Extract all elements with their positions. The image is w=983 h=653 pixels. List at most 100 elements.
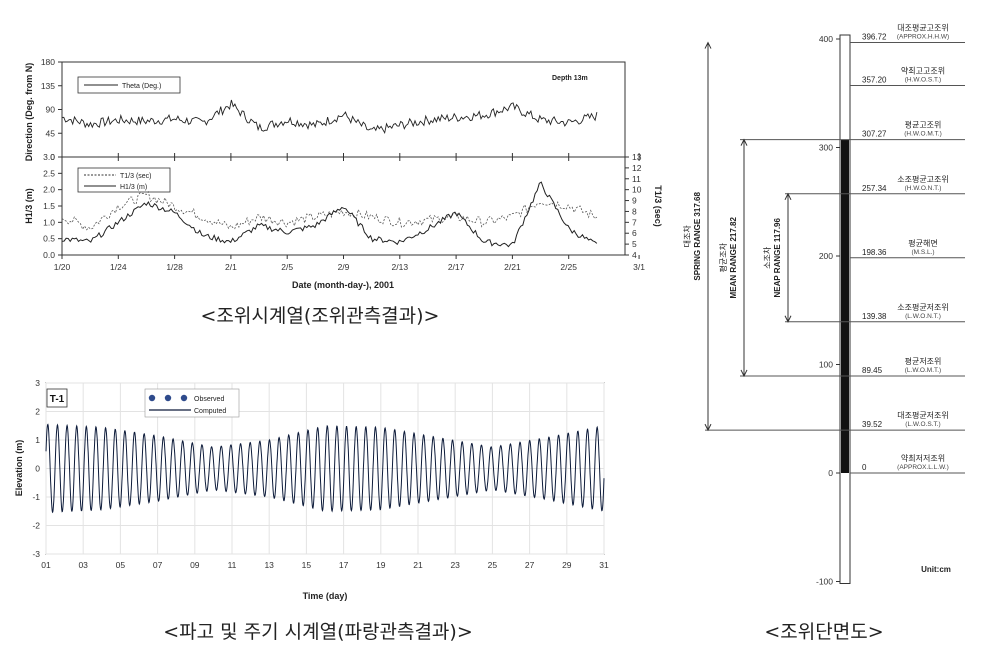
time-x-tick-label: 01 <box>41 560 51 570</box>
computed-legend-label: Computed <box>194 408 226 415</box>
date-x-tick-label: 1/20 <box>54 262 71 272</box>
tide-level-value: 307.27 <box>862 130 887 139</box>
time-x-label: Time (day) <box>303 591 348 601</box>
time-x-tick-label: 15 <box>302 560 312 570</box>
tide-level-name: 대조평균저조위 <box>897 410 949 420</box>
direction-panel: 0 45 90 135 180 Direction (Deg. from N) Thet… <box>24 57 626 162</box>
time-x-tick-label: 19 <box>376 560 386 570</box>
direction-y-tick-label: 45 <box>46 128 56 138</box>
wave-series-caption: <파고 및 주기 시계열(파랑관측결과)> <box>163 621 473 643</box>
direction-legend-label: Theta (Deg.) <box>122 83 161 90</box>
elevation-legend <box>144 388 240 418</box>
tide-level-abbr: (APPROX.L.L.W.) <box>897 464 949 471</box>
tide-level-abbr: (L.W.O.S.T.) <box>905 421 940 428</box>
tide-level-name: 평균고조위 <box>905 120 942 130</box>
date-x-tick-label: 2/9 <box>338 262 350 272</box>
time-x-tick-label: 17 <box>339 560 349 570</box>
direction-y-label: Direction (Deg. from N) <box>24 63 34 162</box>
tide-level-name: 약최저저조위 <box>901 453 945 463</box>
tide-scale-label: 400 <box>819 34 833 44</box>
direction-y-tick-label: 90 <box>46 105 56 115</box>
station-label-box <box>46 388 68 408</box>
h13-y-tick-label: 3.0 <box>43 152 55 162</box>
tide-level-value: 357.20 <box>862 75 887 84</box>
time-x-tick-label: 13 <box>264 560 274 570</box>
time-x-tick-label: 29 <box>562 560 572 570</box>
h13-y-tick-label: 1.0 <box>43 217 55 227</box>
tide-range-arrowhead-bottom <box>740 369 748 378</box>
t13-y-tick-label: 4 <box>632 250 637 260</box>
depth-annotation: Depth 13m <box>552 75 588 82</box>
elevation-y-tick-label: 2 <box>35 407 40 417</box>
computed-elevation-line <box>45 423 605 514</box>
theta-series-line <box>61 99 598 135</box>
elevation-y-label: Elevation (m) <box>14 440 24 497</box>
h13-legend-label: H1/3 (m) <box>120 184 147 191</box>
tide-level-value: 396.72 <box>862 33 887 42</box>
tide-range-label-kr: 평균조차 <box>718 242 728 272</box>
h13-y-label: H1/3 (m) <box>24 188 34 224</box>
time-x-tick-label: 05 <box>116 560 126 570</box>
wave-legend <box>77 167 171 193</box>
direction-y-tick-label: 135 <box>41 81 55 91</box>
tide-scale-label: 300 <box>819 143 833 153</box>
unit-label: Unit:cm <box>921 565 951 574</box>
t13-y-tick-label: 13 <box>632 152 642 162</box>
tide-series-caption: <조위시계열(조위관측결과)> <box>201 305 440 327</box>
t13-y-label: T1/3 (sec) <box>653 185 663 227</box>
date-x-tick-label: 2/13 <box>392 262 409 272</box>
h13-y-tick-label: 1.5 <box>43 201 55 211</box>
tide-range-arrowhead-bottom <box>704 423 712 432</box>
time-x-tick-label: 11 <box>228 560 237 570</box>
direction-y-tick-label: 180 <box>41 57 55 67</box>
tide-level-name: 평균해면 <box>908 238 937 248</box>
tide-level-value: 0 <box>862 463 867 472</box>
tide-level-abbr: (M.S.L.) <box>911 249 934 256</box>
tide-level-value: 39.52 <box>862 420 883 429</box>
h13-series-line <box>61 181 598 248</box>
tide-level-value: 89.45 <box>862 366 883 375</box>
tide-level-name: 소조평균저조위 <box>897 302 949 312</box>
observed-legend-label: Observed <box>194 396 224 403</box>
tide-level-value: 139.38 <box>862 312 887 321</box>
elevation-y-tick-label: 0 <box>35 464 40 474</box>
tide-range-arrowhead-top <box>740 138 748 146</box>
tide-level-abbr: (H.W.O.N.T.) <box>905 185 942 192</box>
tide-level-name: 소조평균고조위 <box>897 174 949 184</box>
time-x-tick-label: 07 <box>153 560 163 570</box>
tide-level-abbr: (L.W.O.M.T.) <box>905 367 941 374</box>
t13-y-tick-label: 8 <box>632 206 637 216</box>
t13-y-tick-label: 9 <box>632 196 637 206</box>
elevation-y-tick-label: -1 <box>32 492 40 502</box>
tide-range-arrowhead-top <box>704 41 712 49</box>
t13-series-line <box>61 190 598 231</box>
direction-plot-frame <box>61 61 626 158</box>
tide-level-abbr: (L.W.O.N.T.) <box>905 313 941 320</box>
tide-range-label-en: NEAP RANGE 117.96 <box>773 218 782 298</box>
tide-level-value: 198.36 <box>862 248 887 257</box>
date-x-tick-label: 2/1 <box>225 262 237 272</box>
observed-marker-1 <box>148 394 156 402</box>
t13-legend-label: T1/3 (sec) <box>120 173 152 180</box>
tide-level-abbr: (H.W.O.M.T.) <box>904 131 942 138</box>
h13-y-tick-label: 0.0 <box>43 250 55 260</box>
t13-y-tick-label: 5 <box>632 239 637 249</box>
date-x-tick-label: 2/5 <box>281 262 293 272</box>
date-x-tick-label: 2/21 <box>504 262 521 272</box>
tide-level-abbr: (APPROX.H.H.W) <box>897 34 949 41</box>
direction-y-tick-label: 0 <box>50 152 55 162</box>
h13-y-tick-label: 2.0 <box>43 185 55 195</box>
tide-range-label-kr: 대조차 <box>683 225 692 248</box>
tide-level-name: 평균저조위 <box>905 356 942 366</box>
time-x-tick-label: 03 <box>78 560 88 570</box>
date-x-tick-label: 2/25 <box>560 262 577 272</box>
t13-y-tick-label: 12 <box>632 163 642 173</box>
tide-level-name: 약최고고조위 <box>901 65 945 75</box>
observed-marker-3 <box>180 394 188 402</box>
elevation-y-tick-label: 1 <box>35 435 40 445</box>
h13-y-tick-label: 0.5 <box>43 234 55 244</box>
tide-section-caption: <조위단면도> <box>764 621 883 643</box>
